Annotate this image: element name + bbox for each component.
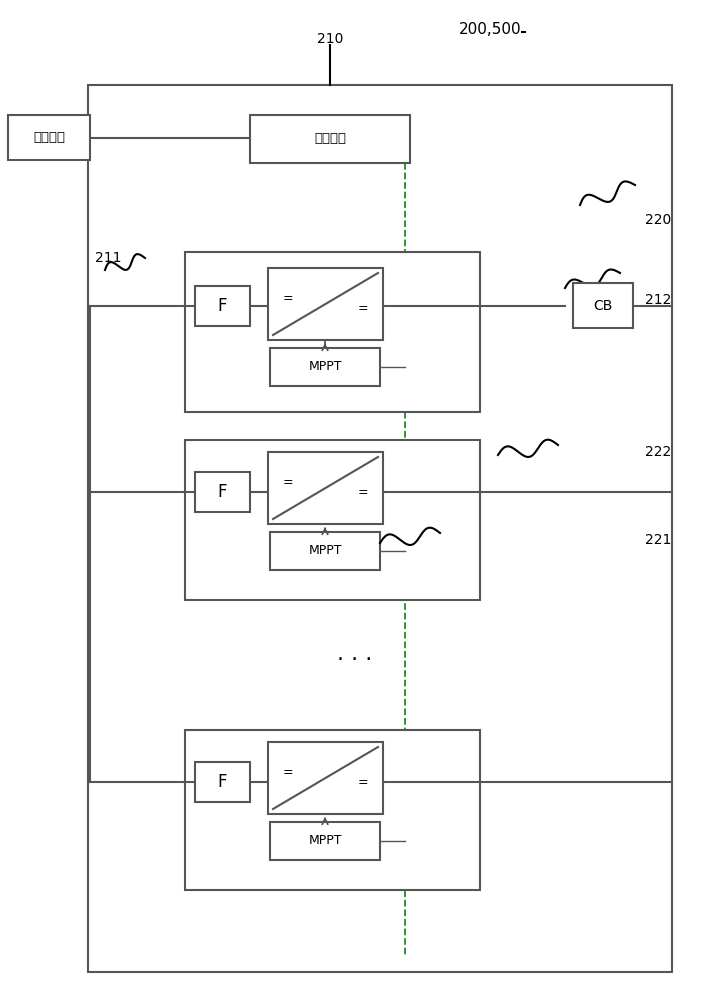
Text: 212: 212 <box>645 293 672 307</box>
Text: 220: 220 <box>645 213 672 227</box>
Bar <box>270 532 380 570</box>
Text: · · ·: · · · <box>337 650 372 670</box>
Bar <box>573 283 633 328</box>
Text: CB: CB <box>593 298 613 312</box>
Text: MPPT: MPPT <box>308 834 342 848</box>
Text: =: = <box>357 302 368 316</box>
Text: MPPT: MPPT <box>308 544 342 558</box>
Bar <box>195 472 250 512</box>
Bar <box>195 286 250 326</box>
Bar <box>268 452 383 524</box>
Bar <box>195 762 250 802</box>
Text: 控制单元: 控制单元 <box>314 132 346 145</box>
Text: =: = <box>283 292 293 306</box>
Bar <box>268 742 383 814</box>
Text: 221: 221 <box>645 533 672 547</box>
Text: =: = <box>283 766 293 780</box>
Bar <box>250 115 410 163</box>
Text: 210: 210 <box>317 32 343 46</box>
Text: F: F <box>218 773 227 791</box>
Bar <box>185 730 480 890</box>
Text: F: F <box>218 297 227 315</box>
Bar <box>185 252 480 412</box>
Bar <box>268 268 383 340</box>
Text: F: F <box>218 483 227 501</box>
Bar <box>8 115 90 160</box>
Text: =: = <box>357 487 368 499</box>
Text: MPPT: MPPT <box>308 360 342 373</box>
Bar <box>185 440 480 600</box>
Text: 200,500: 200,500 <box>459 22 521 37</box>
Bar <box>270 822 380 860</box>
Text: =: = <box>283 477 293 489</box>
Bar <box>270 348 380 386</box>
Bar <box>88 85 672 972</box>
Text: 222: 222 <box>645 445 672 459</box>
Text: =: = <box>357 776 368 790</box>
Text: 传感单元: 传感单元 <box>33 131 65 144</box>
Text: 211: 211 <box>95 251 122 265</box>
